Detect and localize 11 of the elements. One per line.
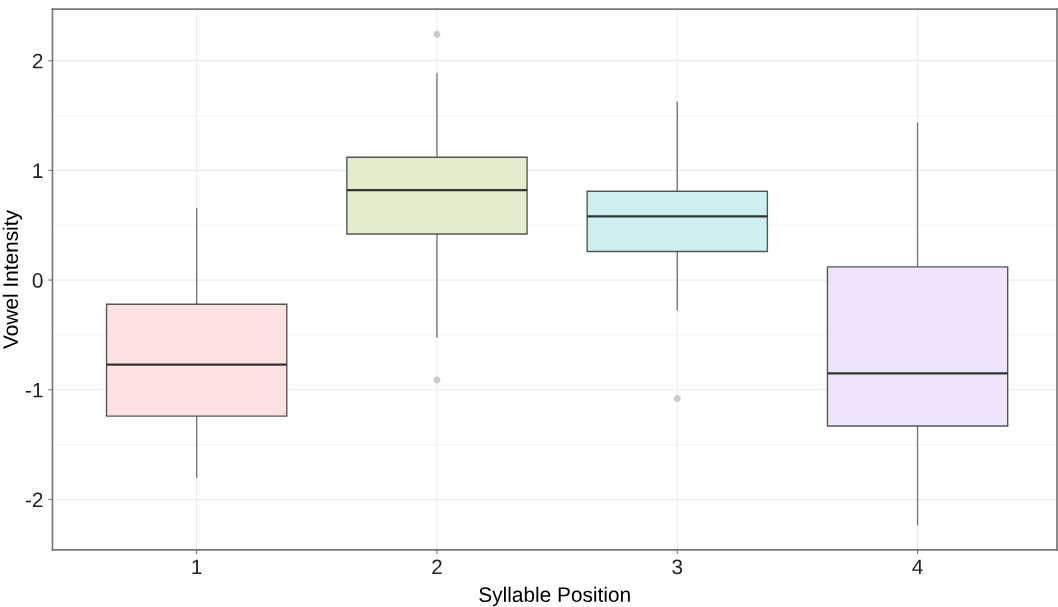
y-tick-label: -1 <box>25 382 43 398</box>
x-tick-label: 4 <box>912 559 923 575</box>
y-axis-title: Vowel Intensity <box>2 210 23 349</box>
x-tick-label: 3 <box>672 559 683 575</box>
y-tick-label: 1 <box>33 163 43 178</box>
x-axis-title: Syllable Position <box>479 586 630 607</box>
y-tick-label: -2 <box>25 492 43 508</box>
x-tick-label: 1 <box>192 559 202 575</box>
y-tick-label: 0 <box>32 273 43 288</box>
y-tick-label: 2 <box>32 53 43 69</box>
x-tick-label: 2 <box>432 559 442 575</box>
